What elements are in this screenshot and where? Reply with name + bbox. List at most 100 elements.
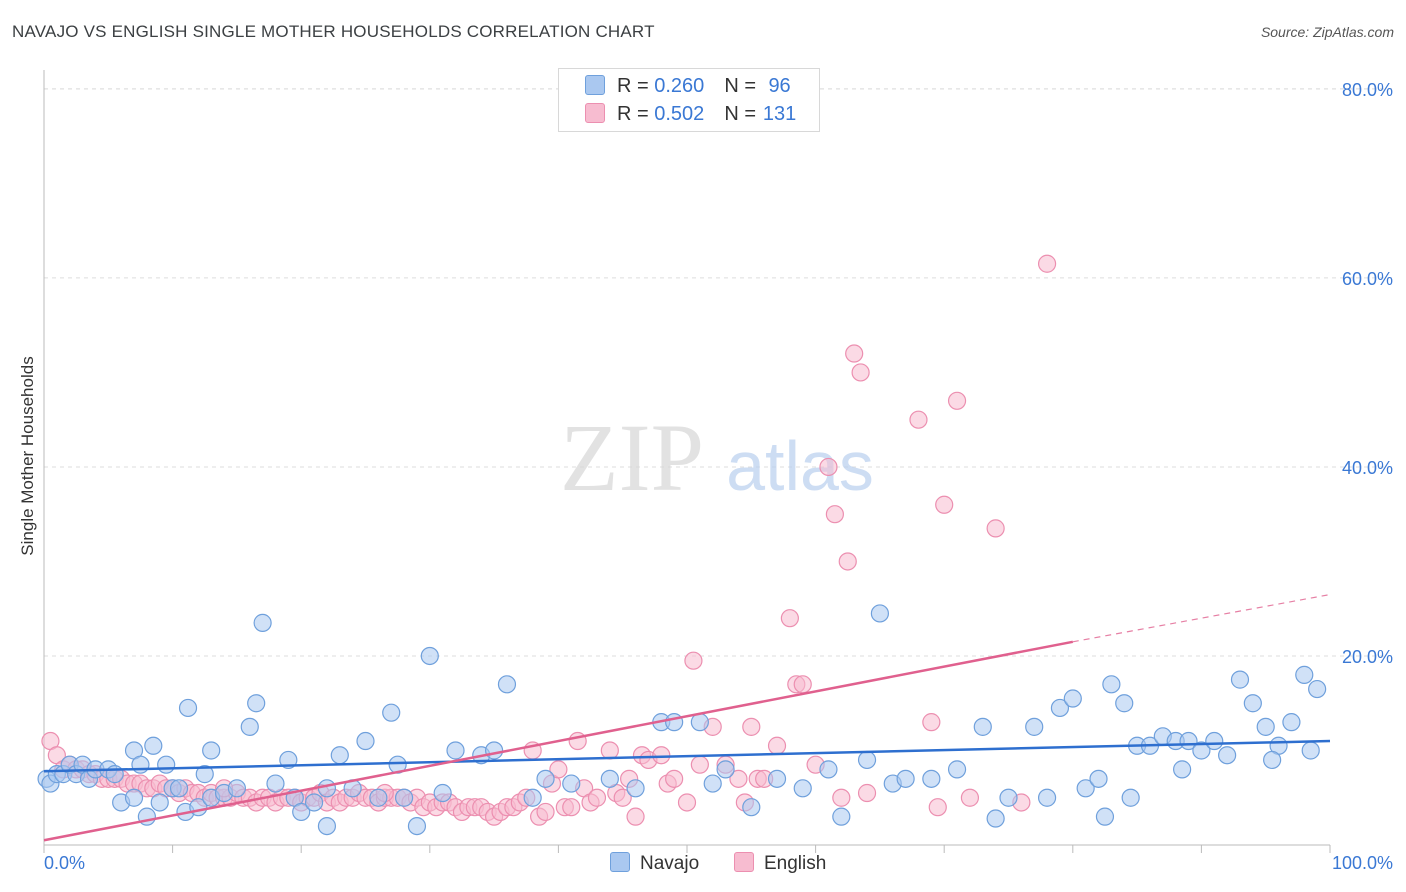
english-point (935, 495, 954, 514)
navajo-point (1295, 665, 1314, 684)
navajo-point (999, 788, 1018, 807)
navajo-point (1173, 760, 1192, 779)
navajo-r-value: 0.260 (654, 75, 705, 97)
navajo-point (407, 816, 427, 836)
navajo-point (124, 788, 144, 807)
english-point (986, 519, 1005, 538)
navajo-point (716, 760, 735, 779)
english-point (825, 505, 844, 524)
navajo-point (1218, 746, 1237, 765)
navajo-point (1121, 788, 1140, 807)
navajo-point (144, 736, 163, 755)
navajo-n-value: 96 (768, 75, 791, 97)
navajo-point (1308, 679, 1327, 699)
english-point (947, 391, 967, 410)
navajo-point (986, 809, 1005, 828)
navajo-point (767, 769, 787, 788)
english-n-label: N = (724, 103, 762, 125)
navajo-point (857, 750, 877, 770)
navajo-legend-swatch (610, 852, 630, 872)
navajo-point (896, 769, 915, 788)
english-point (845, 344, 864, 363)
navajo-r-label: R = (617, 75, 655, 97)
english-point (857, 783, 877, 803)
legend-row-navajo: R = 0.260 N = 96 (585, 75, 798, 97)
navajo-point (394, 788, 414, 807)
english-r-label: R = (617, 103, 655, 125)
navajo-point (626, 779, 645, 798)
navajo-point (195, 765, 214, 784)
navajo-point (1037, 788, 1057, 807)
navajo-point (202, 741, 221, 760)
english-trend-extension (1072, 593, 1331, 643)
english-n-value: 131 (762, 103, 797, 125)
navajo-point (1192, 741, 1211, 760)
y-tick-label: 40.0% (1342, 458, 1393, 478)
navajo-point (253, 613, 272, 632)
navajo-point (742, 798, 761, 817)
english-legend-swatch (734, 852, 754, 872)
bottom-legend-english: English (734, 852, 826, 876)
navajo-point (247, 694, 266, 713)
legend-row-english: R = 0.502 N = 131 (585, 103, 798, 125)
navajo-point (600, 769, 619, 788)
navajo-point (690, 713, 709, 732)
navajo-point (793, 779, 812, 798)
navajo-point (317, 816, 337, 836)
english-swatch (585, 103, 605, 123)
y-tick-label: 20.0% (1342, 647, 1393, 667)
navajo-point (317, 779, 337, 798)
navajo-n-label: N = (724, 75, 762, 97)
bottom-legend-navajo: Navajo (610, 852, 699, 876)
navajo-point (485, 741, 504, 760)
watermark: ZIP atlas (560, 404, 874, 511)
english-point (684, 651, 703, 670)
navajo-point (1243, 694, 1262, 713)
navajo-point (536, 769, 555, 788)
english-point (729, 769, 748, 788)
navajo-point (497, 675, 517, 694)
navajo-point (1230, 670, 1250, 689)
navajo-point (1089, 769, 1108, 788)
english-point (767, 736, 787, 755)
english-point (600, 741, 619, 760)
watermark-atlas: atlas (726, 427, 874, 505)
x-tick-label-min: 0.0% (44, 853, 85, 873)
gridlines (44, 88, 1392, 657)
english-point (587, 788, 607, 807)
navajo-point (420, 646, 439, 666)
english-point (1037, 254, 1057, 273)
english-point (562, 798, 581, 817)
tick-labels: 20.0% 40.0% 60.0% 80.0% 0.0% 100.0% (44, 80, 1393, 873)
english-point (652, 746, 671, 765)
navajo-point (1076, 779, 1095, 798)
y-axis-label: Single Mother Households (18, 356, 37, 556)
trend-lines (43, 593, 1331, 842)
navajo-point (1263, 750, 1282, 770)
navajo-point (523, 788, 542, 807)
source-label: Source: ZipAtlas.com (1260, 24, 1394, 40)
watermark-zip: ZIP (560, 404, 704, 511)
english-point (838, 552, 857, 571)
english-point (549, 760, 568, 779)
x-tick-label-max: 100.0% (1332, 853, 1393, 873)
navajo-point (1025, 717, 1044, 736)
y-tick-label: 60.0% (1342, 269, 1393, 289)
navajo-point (1050, 698, 1070, 718)
navajo-legend-label: Navajo (640, 853, 700, 874)
navajo-point (446, 741, 465, 760)
chart-title: NAVAJO VS ENGLISH SINGLE MOTHER HOUSEHOL… (12, 22, 655, 41)
english-point (819, 457, 838, 477)
english-point (690, 755, 709, 774)
english-point (928, 798, 947, 817)
english-point (851, 363, 870, 382)
navajo-point (369, 788, 388, 807)
navajo-point (1095, 807, 1115, 826)
english-point (909, 410, 928, 429)
english-point (780, 609, 799, 628)
english-point (922, 713, 941, 732)
navajo-point (150, 793, 169, 812)
english-point (677, 793, 697, 812)
navajo-point (382, 703, 401, 722)
navajo-point (131, 755, 150, 774)
